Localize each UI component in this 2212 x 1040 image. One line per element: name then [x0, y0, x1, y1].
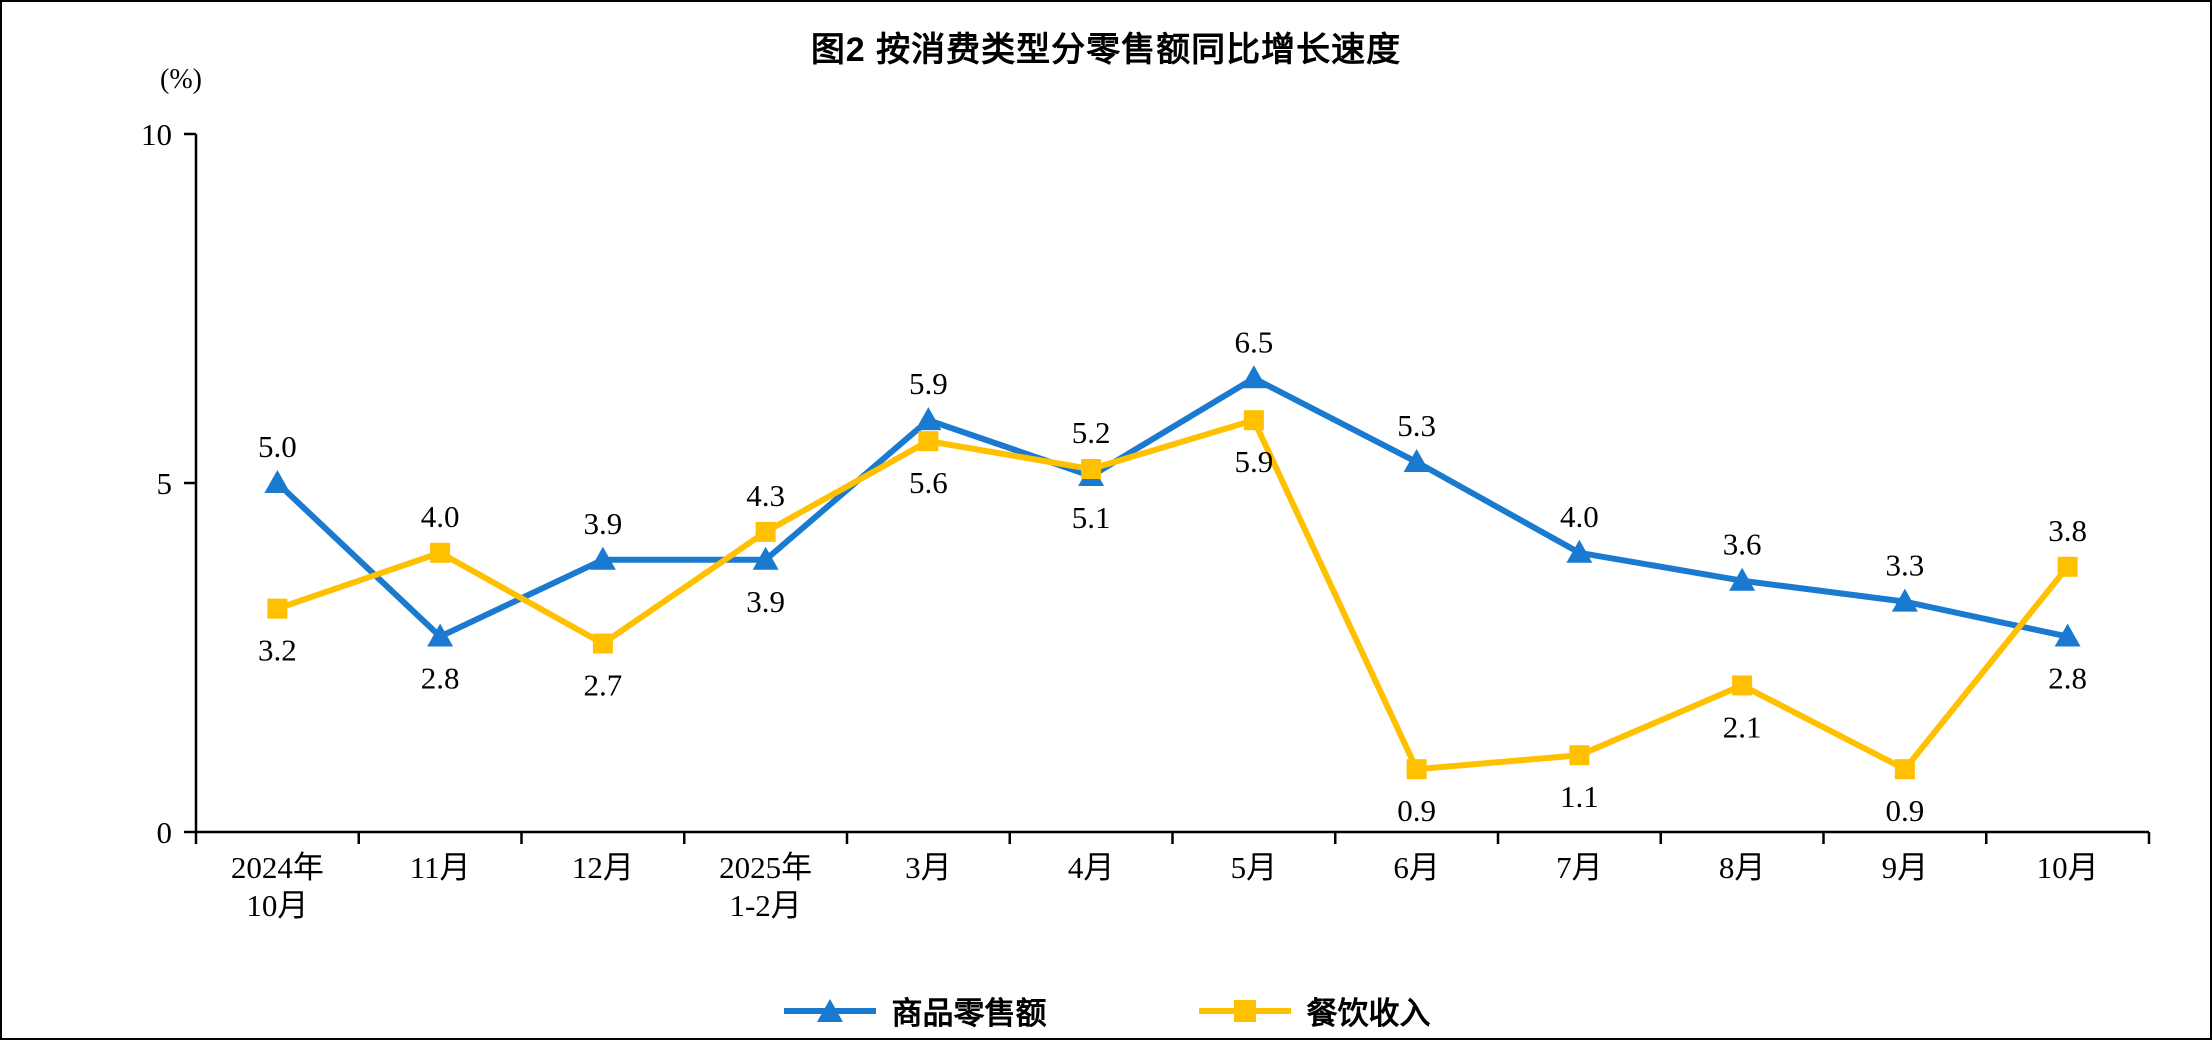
triangle-marker — [1891, 588, 1918, 612]
square-marker — [918, 431, 939, 452]
square-marker — [755, 521, 776, 542]
triangle-marker — [589, 546, 616, 570]
data-label: 0.9 — [1397, 793, 1436, 828]
legend-item-goods-retail: 商品零售额 — [782, 988, 1047, 1033]
x-tick-label: 7月 — [1556, 850, 1603, 885]
triangle-marker — [1403, 449, 1430, 473]
data-label: 3.2 — [258, 633, 297, 668]
triangle-marker — [1566, 539, 1593, 563]
y-tick-label: 0 — [157, 815, 173, 850]
x-tick-label: 8月 — [1719, 850, 1766, 885]
data-label: 4.3 — [746, 478, 785, 513]
triangle-marker — [427, 623, 454, 647]
x-tick-label: 2025年 1-2月 — [719, 850, 812, 923]
data-label: 1.1 — [1560, 779, 1599, 814]
yellow-line-square-marker-icon — [1198, 999, 1291, 1022]
data-label: 5.1 — [1072, 500, 1111, 535]
data-label: 2.8 — [2048, 661, 2087, 696]
square-marker — [1569, 745, 1590, 766]
y-tick-label: 10 — [141, 117, 172, 152]
x-tick-label: 2024年 10月 — [231, 850, 324, 923]
x-tick-label: 5月 — [1231, 850, 1278, 885]
square-marker — [1081, 459, 1102, 480]
data-label: 3.9 — [746, 584, 785, 619]
data-label: 5.9 — [909, 366, 948, 401]
square-marker — [2057, 556, 2078, 577]
data-label: 3.6 — [1723, 527, 1762, 562]
data-label: 5.0 — [258, 429, 297, 464]
legend-label-goods-retail: 商品零售额 — [891, 996, 1047, 1031]
triangle-marker — [752, 546, 779, 570]
square-marker — [1894, 759, 1915, 780]
data-label: 5.2 — [1072, 415, 1111, 450]
data-label: 4.0 — [1560, 499, 1599, 534]
data-label: 3.8 — [2048, 513, 2087, 548]
x-tick-label: 4月 — [1068, 850, 1115, 885]
triangle-marker — [1729, 567, 1756, 591]
chart-title: 图2 按消费类型分零售额同比增长速度 — [810, 31, 1402, 69]
data-label: 5.6 — [909, 465, 948, 500]
square-marker — [1732, 675, 1753, 696]
triangle-marker — [2054, 623, 2081, 647]
data-label: 5.9 — [1235, 444, 1274, 479]
data-label: 6.5 — [1235, 324, 1274, 359]
x-tick-label: 6月 — [1393, 850, 1440, 885]
x-tick-label: 11月 — [410, 850, 471, 885]
data-label: 2.1 — [1723, 709, 1762, 744]
square-marker — [1243, 410, 1264, 431]
legend-label-catering-revenue: 餐饮收入 — [1306, 996, 1431, 1031]
blue-line-triangle-marker-icon — [783, 998, 876, 1022]
square-marker — [592, 633, 613, 654]
square-marker — [430, 542, 451, 563]
data-label: 4.0 — [421, 499, 460, 534]
series-line-square — [274, 417, 2071, 773]
square-marker — [1406, 759, 1427, 780]
chart-legend: 商品零售额 餐饮收入 — [2, 988, 2210, 1033]
triangle-marker — [915, 407, 942, 431]
legend-item-catering-revenue: 餐饮收入 — [1197, 988, 1431, 1033]
triangle-marker — [1240, 365, 1267, 389]
x-tick-label: 10月 — [2037, 850, 2099, 885]
data-label: 3.3 — [1886, 548, 1925, 583]
data-label: 2.7 — [584, 668, 623, 703]
triangle-marker — [264, 470, 291, 493]
x-tick-label: 3月 — [905, 850, 952, 885]
data-label: 0.9 — [1886, 793, 1925, 828]
y-axis-unit-label: (%) — [160, 64, 202, 95]
series-line-triangle — [274, 375, 2071, 640]
data-label: 5.3 — [1397, 408, 1436, 443]
data-label: 2.8 — [421, 661, 460, 696]
x-tick-label: 12月 — [572, 850, 634, 885]
data-label: 3.9 — [584, 506, 623, 541]
square-marker — [267, 598, 288, 619]
y-tick-label: 5 — [157, 466, 173, 501]
x-tick-label: 9月 — [1882, 850, 1929, 885]
